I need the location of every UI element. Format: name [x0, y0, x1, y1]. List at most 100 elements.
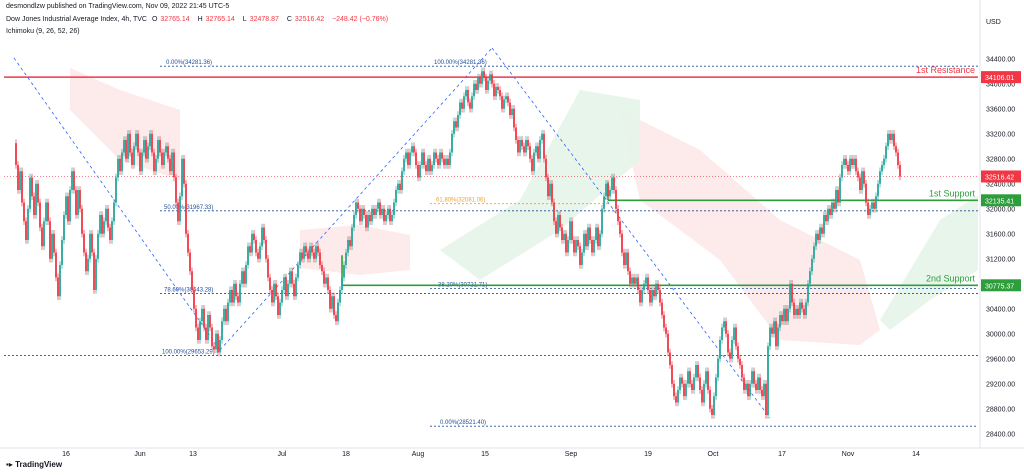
candle-body: [105, 208, 107, 222]
candle-body: [229, 290, 231, 303]
candle-body: [259, 246, 261, 259]
candle-body: [703, 383, 705, 403]
candle-body: [517, 140, 519, 153]
candle-body: [389, 208, 391, 222]
candle-body: [849, 158, 851, 172]
candle-body: [647, 277, 649, 290]
candle-body: [403, 158, 405, 172]
candle-body: [863, 171, 865, 184]
bullish-cloud: [440, 90, 640, 280]
candle-body: [363, 208, 365, 215]
candle-body: [123, 140, 125, 153]
open-label: O: [151, 16, 158, 23]
candle-body: [463, 96, 465, 109]
candle-body: [267, 258, 269, 278]
candle-body: [627, 252, 629, 272]
candle-body: [883, 158, 885, 165]
candle-body: [15, 143, 17, 165]
candle-body: [173, 152, 175, 178]
candle-body: [531, 158, 533, 172]
candle-body: [453, 121, 455, 134]
candle-body: [221, 321, 223, 340]
candle-body: [329, 290, 331, 309]
candle-body: [775, 321, 777, 347]
candle-body: [283, 277, 285, 290]
candle-body: [693, 377, 695, 390]
candle-body: [501, 96, 503, 109]
fib-label: 100.00%(34281.36): [434, 60, 487, 66]
close-value: 32516.42: [294, 16, 325, 23]
candle-body: [651, 290, 653, 303]
candle-body: [493, 83, 495, 97]
candle-body: [273, 283, 275, 303]
candle-body: [749, 383, 751, 397]
candle-body: [875, 196, 877, 209]
x-tick-label: 14: [912, 451, 920, 458]
candle-body: [223, 308, 225, 322]
candle-body: [509, 102, 511, 115]
candle-body: [179, 196, 181, 222]
candle-body: [291, 271, 293, 284]
candle-body: [415, 152, 417, 165]
high-value: 32765.14: [205, 16, 235, 23]
fib-trend-line: [491, 47, 771, 419]
candle-body: [451, 133, 453, 153]
candle-body: [255, 240, 257, 253]
candle-body: [617, 208, 619, 222]
tradingview-footer[interactable]: ▪▸ TradingView: [6, 460, 62, 469]
candle-body: [815, 233, 817, 247]
indicator-name[interactable]: Ichimoku (9, 26, 52, 26): [6, 28, 80, 35]
candle-body: [189, 252, 191, 272]
candle-body: [27, 208, 29, 240]
candle-body: [819, 227, 821, 240]
candle-body: [547, 177, 549, 197]
candle-body: [539, 140, 541, 159]
candle-body: [657, 283, 659, 290]
candle-body: [441, 152, 443, 159]
candle-body: [85, 252, 87, 272]
candle-body: [271, 290, 273, 303]
candle-body: [143, 140, 145, 153]
candle-body: [127, 133, 129, 159]
y-tick-label: 31200.00: [986, 256, 1015, 263]
candle-body: [743, 377, 745, 390]
x-tick-label: 17: [778, 451, 786, 458]
candle-body: [777, 327, 779, 347]
candle-body: [559, 215, 561, 228]
fib-label: 50.00%(31967.33): [164, 205, 213, 211]
candle-body: [633, 277, 635, 284]
fib-label: 0.00%(28521.40): [440, 420, 486, 426]
candle-body: [373, 208, 375, 215]
candle-body: [663, 315, 665, 328]
candle-body: [287, 283, 289, 297]
candle-body: [303, 246, 305, 259]
candle-body: [671, 365, 673, 384]
candle-body: [119, 158, 121, 172]
candle-body: [193, 290, 195, 309]
candle-body: [841, 165, 843, 178]
candle-body: [109, 227, 111, 240]
candle-body: [609, 190, 611, 197]
candle-body: [605, 183, 607, 197]
symbol-name[interactable]: Dow Jones Industrial Average Index, 4h, …: [6, 16, 147, 23]
candle-body: [333, 296, 335, 315]
open-value: 32765.14: [160, 16, 190, 23]
candle-body: [75, 190, 77, 215]
candle-body: [107, 208, 109, 228]
fib-trend-line: [219, 47, 493, 351]
candle-body: [773, 321, 775, 334]
candle-body: [361, 208, 363, 222]
candle-body: [265, 240, 267, 259]
candle-body: [843, 158, 845, 165]
candle-body: [383, 208, 385, 222]
candle-body: [555, 221, 557, 234]
candle-body: [873, 202, 875, 209]
candle-body: [91, 233, 93, 253]
candle-body: [783, 308, 785, 322]
candle-body: [117, 158, 119, 178]
candle-body: [771, 327, 773, 334]
candle-body: [365, 215, 367, 228]
candle-body: [801, 302, 803, 309]
candle-body: [797, 308, 799, 315]
